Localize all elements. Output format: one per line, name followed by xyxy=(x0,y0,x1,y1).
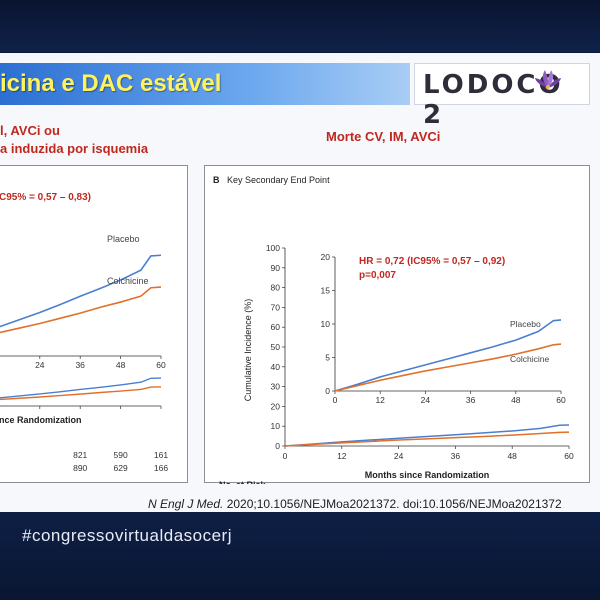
left-heading-line2: a induzida por isquemia xyxy=(0,141,149,156)
logo-text: LODOCO 2 xyxy=(423,70,564,130)
panel-title: Key Secondary End Point xyxy=(227,175,330,185)
left-at-risk-value: 629 xyxy=(114,463,128,473)
p-value-text: p=0,007 xyxy=(359,270,396,281)
main-line-colchicine xyxy=(284,431,570,447)
left-inset-axes: 24 36 48 60 xyxy=(0,355,166,370)
legend-placebo: Placebo xyxy=(510,319,541,329)
inset-y-tick-label: 20 xyxy=(321,252,331,262)
left-heading-line1: l, AVCi ou xyxy=(0,123,60,138)
y-tick-label: 60 xyxy=(271,322,281,332)
citation-details: 2020;10.1056/NEJMoa2021372. doi:10.1056/… xyxy=(223,497,562,511)
x-tick-label: 36 xyxy=(451,451,461,461)
left-main-line-placebo xyxy=(0,377,162,399)
title-bar xyxy=(0,63,410,105)
at-risk-title: No. at Risk xyxy=(219,480,267,484)
left-inset-series xyxy=(0,254,162,334)
left-main-line-colchicine xyxy=(0,386,162,401)
y-tick-label: 30 xyxy=(271,382,281,392)
y-axis-label: Cumulative Incidence (%) xyxy=(243,299,253,402)
left-x-tick-labels xyxy=(39,406,162,409)
inset-x-tick-label: 0 xyxy=(333,395,338,405)
left-inset-line-placebo xyxy=(0,254,162,328)
y-tick-label: 70 xyxy=(271,302,281,312)
x-tick-label: 24 xyxy=(394,451,404,461)
left-chart: C95% = 0,57 – 0,83) 24 36 48 60 Placebo Col… xyxy=(0,192,168,473)
left-at-risk-value: 161 xyxy=(154,450,168,460)
left-inset-x-tick-label: 36 xyxy=(75,360,85,370)
slide-title: icina e DAC estável xyxy=(0,70,222,97)
left-at-risk-value: 821 xyxy=(73,450,87,460)
legend-colchicine: Colchicine xyxy=(510,354,549,364)
inset-x-tick-label: 36 xyxy=(466,395,476,405)
inset-x-tick-label: 24 xyxy=(421,395,431,405)
y-tick-label: 0 xyxy=(275,441,280,451)
left-at-risk-value: 590 xyxy=(114,450,128,460)
y-tick-label: 100 xyxy=(266,243,280,253)
left-at-risk-value: 890 xyxy=(73,463,87,473)
left-x-axis-label: nce Randomization xyxy=(0,415,82,425)
inset-x-tick-label: 12 xyxy=(375,395,385,405)
inset-x-tick-label: 48 xyxy=(511,395,521,405)
left-inset-x-tick-label: 48 xyxy=(116,360,126,370)
citation: N Engl J Med. 2020;10.1056/NEJMoa2021372… xyxy=(148,497,562,511)
inset-x-tick-label: 60 xyxy=(556,395,566,405)
y-tick-label: 20 xyxy=(271,401,281,411)
x-tick-label: 48 xyxy=(507,451,517,461)
hr-text: HR = 0,72 (IC95% = 0,57 – 0,92) xyxy=(359,256,505,267)
x-tick-label: 60 xyxy=(564,451,574,461)
right-chart-panel: B Key Secondary End Point Cumulative Inc… xyxy=(204,165,590,512)
left-hr-text: C95% = 0,57 – 0,83) xyxy=(0,192,91,203)
x-axis-label: Months since Randomization xyxy=(365,470,490,480)
background-bottom xyxy=(0,512,600,600)
inset-axes: 0 5 10 15 20 0 12 24 36 48 60 xyxy=(321,252,566,405)
inset-series xyxy=(334,319,562,392)
left-at-risk-table: 821 590 161 890 629 166 xyxy=(73,450,168,473)
inset-line-colchicine xyxy=(334,343,562,392)
x-tick-label: 12 xyxy=(337,451,347,461)
y-tick-label: 80 xyxy=(271,283,281,293)
slide: icina e DAC estável LODOCO 2 l, AVCi ou … xyxy=(0,53,600,512)
right-heading: Morte CV, IM, AVCi xyxy=(326,129,441,144)
left-main-axes xyxy=(0,377,162,407)
inset-y-tick-label: 10 xyxy=(321,319,331,329)
main-series xyxy=(284,424,570,447)
inset-y-tick-label: 5 xyxy=(325,353,330,363)
hashtag: #congressovirtualdasocerj xyxy=(22,526,232,545)
main-line-placebo xyxy=(284,424,570,447)
left-chart-panel: C95% = 0,57 – 0,83) 24 36 48 60 Placebo Col… xyxy=(0,165,188,483)
inset-y-tick-label: 15 xyxy=(321,286,331,296)
background-top xyxy=(0,0,600,52)
left-legend-colchicine: Colchicine xyxy=(107,276,149,286)
inset-line-placebo xyxy=(334,319,562,392)
y-tick-label: 90 xyxy=(271,263,281,273)
inset-y-tick-label: 0 xyxy=(325,386,330,396)
left-inset-line-colchicine xyxy=(0,286,162,334)
flower-icon xyxy=(535,70,561,89)
left-inset-x-tick-label: 24 xyxy=(35,360,45,370)
left-inset-x-tick-label: 60 xyxy=(156,360,166,370)
y-tick-label: 50 xyxy=(271,342,281,352)
at-risk-table: No. at RiskPlacebo276026941760863625174C… xyxy=(219,480,576,512)
left-at-risk-value: 166 xyxy=(154,463,168,473)
citation-journal: N Engl J Med. xyxy=(148,497,224,511)
y-tick-label: 10 xyxy=(271,421,281,431)
lodoco-logo: LODOCO 2 xyxy=(414,63,590,130)
y-tick-label: 40 xyxy=(271,362,281,372)
x-tick-label: 0 xyxy=(283,451,288,461)
right-chart: B Key Secondary End Point Cumulative Inc… xyxy=(213,175,576,512)
left-legend-placebo: Placebo xyxy=(107,234,140,244)
panel-label: B xyxy=(213,175,220,185)
